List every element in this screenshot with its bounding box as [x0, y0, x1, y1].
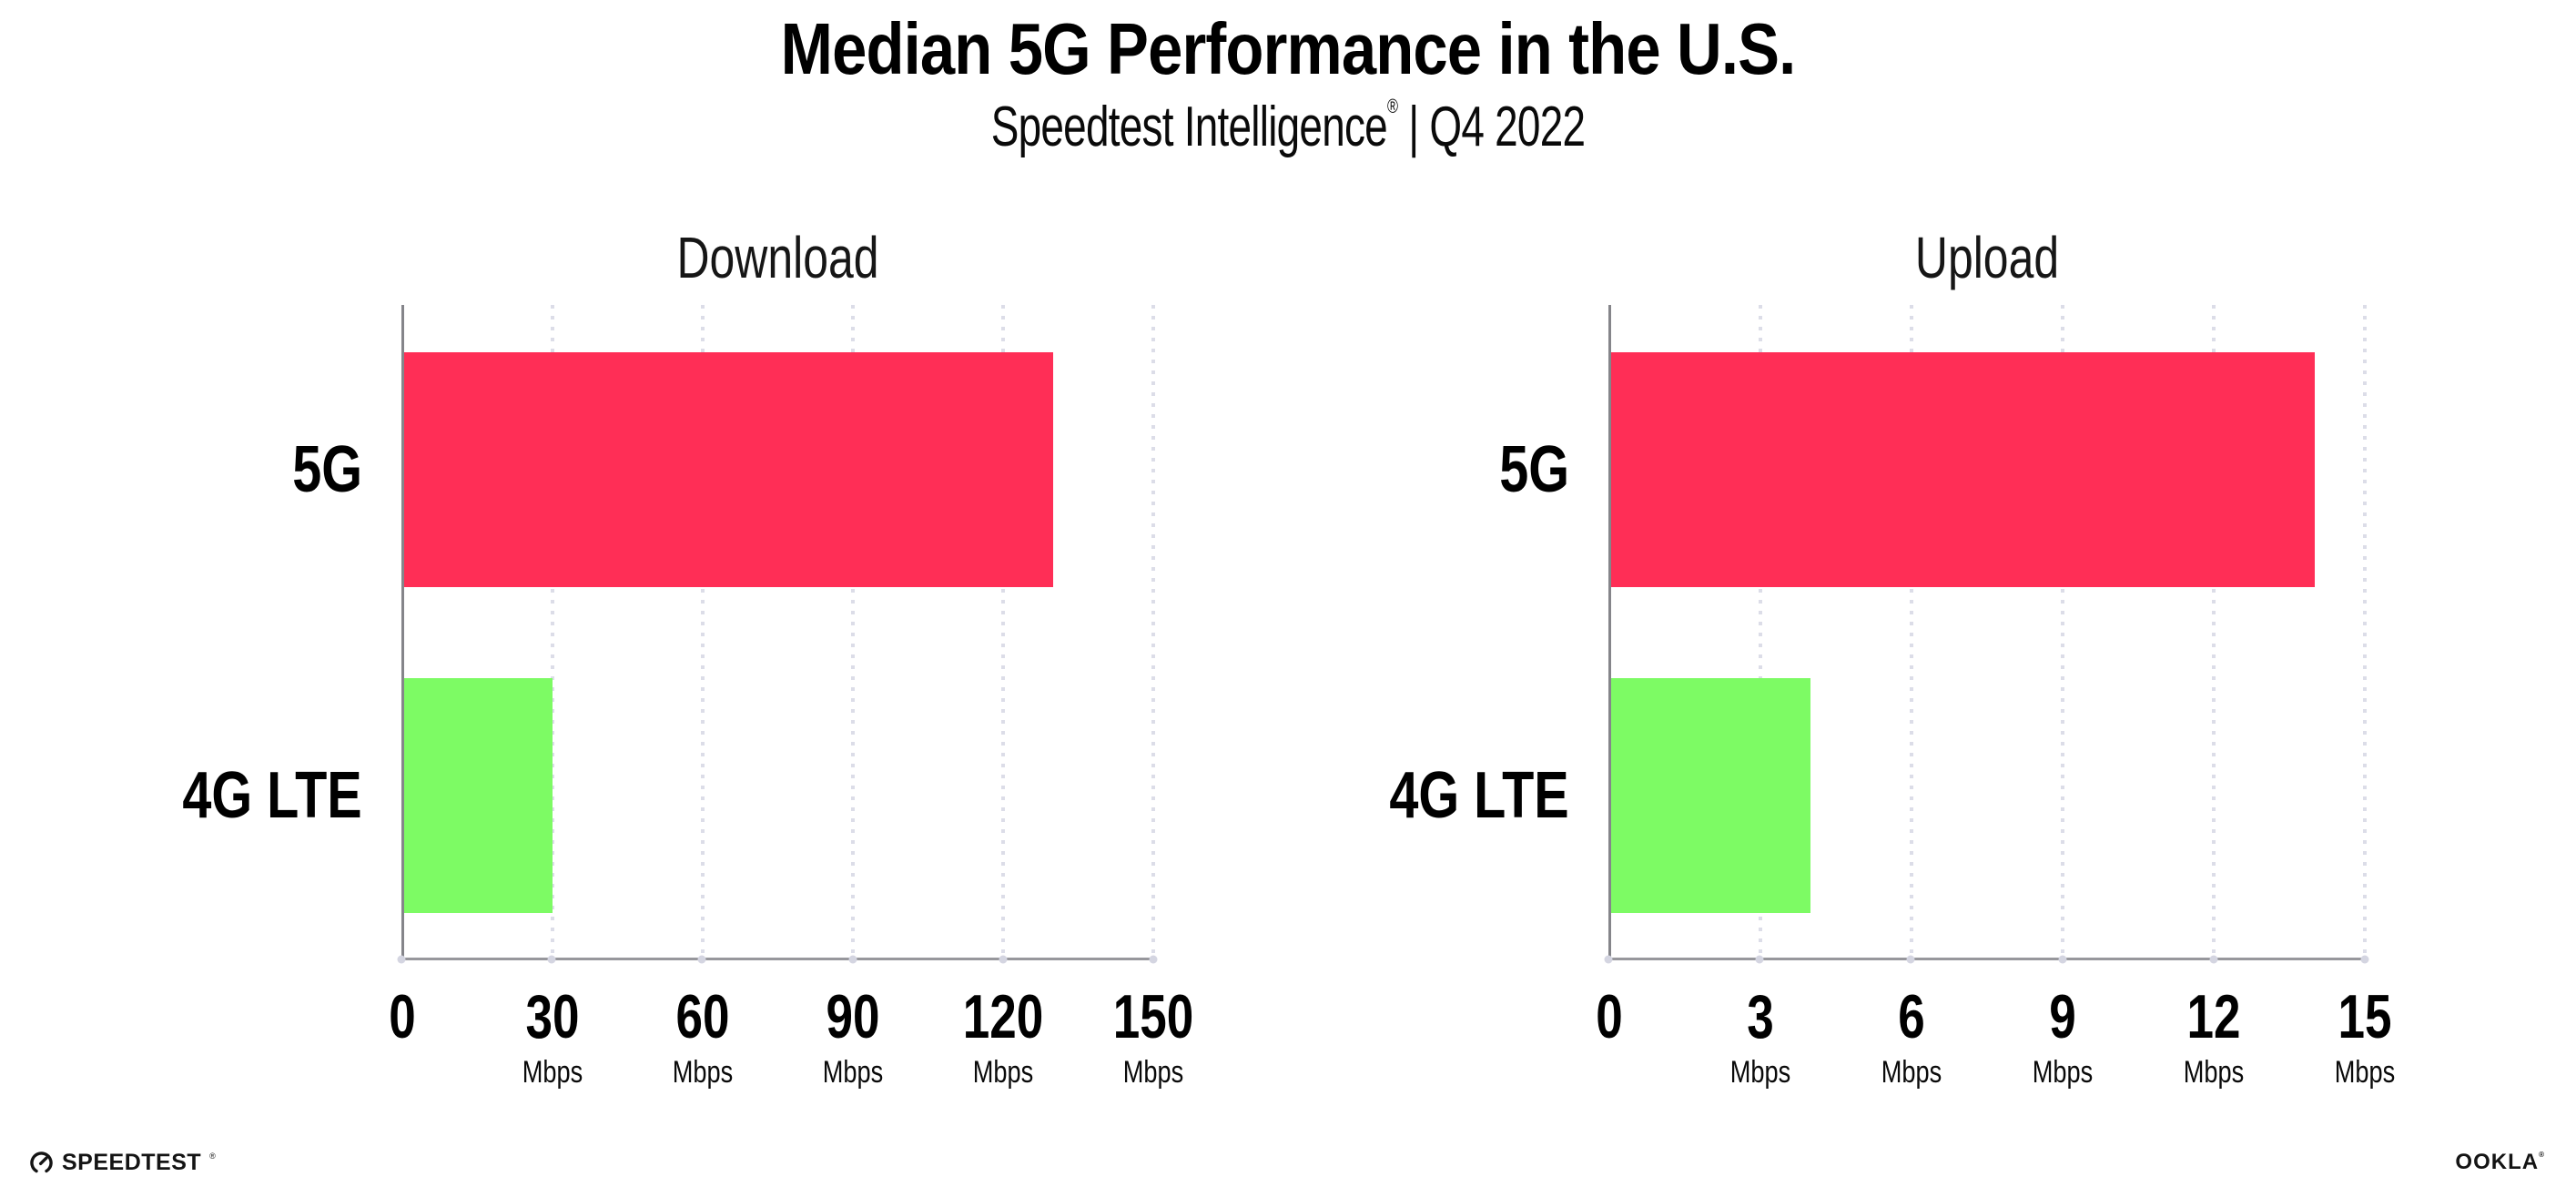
x-tick-90: 90 Mbps: [815, 986, 890, 1088]
registered-mark: ®: [1386, 95, 1398, 117]
x-tick-30: 30 Mbps: [514, 986, 590, 1088]
x-tick-value: 3: [1747, 982, 1774, 1051]
x-tick-value: 0: [1596, 982, 1623, 1051]
x-tick-unit: Mbps: [1729, 1055, 1791, 1090]
category-label-5g: 5G: [1499, 432, 1569, 506]
axis-tick-dot-90: [848, 955, 857, 963]
axis-tick-dot-9: [2058, 955, 2067, 963]
x-tick-value: 30: [525, 982, 580, 1051]
gridline-9: [2061, 305, 2064, 959]
speedtest-wordmark: SPEEDTEST: [62, 1150, 202, 1175]
x-tick-unit: Mbps: [522, 1055, 583, 1090]
axis-tick-dot-15: [2360, 955, 2369, 963]
page-title: Median 5G Performance in the U.S.: [780, 8, 1797, 89]
x-tick-6: 6 Mbps: [1873, 986, 1949, 1088]
x-tick-value: 9: [2049, 982, 2076, 1051]
bar-5g: [402, 351, 1053, 587]
x-tick-120: 120 Mbps: [951, 986, 1054, 1088]
category-label-4g-lte: 4G LTE: [182, 759, 362, 832]
gridline-12: [2212, 305, 2216, 959]
x-axis-line: [1604, 955, 2369, 963]
axis-tick-dot-0: [397, 955, 406, 963]
download-plot-area: 5G 4G LTE 0 30 Mbps 60 Mbps 90 Mbps 120 Mbps 150 Mb…: [183, 305, 1193, 1088]
axis-tick-dot-12: [2209, 955, 2218, 963]
bar-4g-lte: [1609, 677, 1811, 913]
gridline-15: [2363, 305, 2367, 959]
gridline-6: [1910, 305, 1913, 959]
x-axis-line: [397, 955, 1158, 963]
x-tick-15: 15 Mbps: [2327, 986, 2402, 1088]
x-tick-unit: Mbps: [2032, 1055, 2094, 1090]
x-axis-tick-labels: 0 3 Mbps 6 Mbps 9 Mbps 12 Mbps 15 Mbps: [1596, 986, 2395, 1104]
gridline-150: [1151, 305, 1155, 959]
x-tick-unit: Mbps: [1122, 1055, 1184, 1090]
ookla-logo: OOKLA ®: [2455, 1151, 2545, 1173]
y-axis-line: [401, 305, 404, 959]
axis-tick-dot-120: [999, 955, 1008, 963]
x-tick-unit: Mbps: [1881, 1055, 1942, 1090]
chart-title-upload: Upload: [1914, 225, 2060, 290]
axis-tick-dot-30: [547, 955, 556, 963]
gridline-90: [851, 305, 855, 959]
chart-title-download: Download: [676, 225, 879, 290]
x-tick-value: 120: [962, 982, 1044, 1051]
x-tick-150: 150 Mbps: [1101, 986, 1204, 1088]
x-tick-unit: Mbps: [2183, 1055, 2245, 1090]
x-tick-value: 60: [675, 982, 730, 1051]
subtitle-brand: Speedtest Intelligence: [990, 96, 1388, 158]
x-axis-tick-labels: 0 30 Mbps 60 Mbps 90 Mbps 120 Mbps 150 Mbps: [389, 986, 1193, 1104]
x-tick-value: 0: [389, 982, 416, 1051]
axis-tick-dot-60: [697, 955, 706, 963]
x-tick-unit: Mbps: [2334, 1055, 2396, 1090]
x-tick-0: 0: [1592, 986, 1627, 1048]
speedtest-logo: SPEEDTEST ®: [29, 1151, 216, 1175]
category-label-4g-lte: 4G LTE: [1389, 759, 1569, 832]
speedtest-registered-mark: ®: [209, 1151, 216, 1161]
ookla-registered-mark: ®: [2539, 1151, 2545, 1159]
x-tick-unit: Mbps: [972, 1055, 1034, 1090]
axis-tick-dot-3: [1755, 955, 1764, 963]
category-label-5g: 5G: [292, 432, 362, 506]
gridline-120: [1001, 305, 1005, 959]
upload-plot-area: 5G 4G LTE 0 3 Mbps 6 Mbps 9 Mbps 12 Mbps 15 Mbps: [1390, 305, 2395, 1088]
gridline-3: [1759, 305, 1762, 959]
y-axis-line: [1608, 305, 1611, 959]
page-subtitle: Speedtest Intelligence® | Q4 2022: [335, 95, 2241, 159]
x-tick-unit: Mbps: [822, 1055, 884, 1090]
x-tick-unit: Mbps: [672, 1055, 734, 1090]
axis-tick-dot-0: [1604, 955, 1613, 963]
subtitle-period: | Q4 2022: [1397, 96, 1586, 158]
x-tick-60: 60 Mbps: [664, 986, 740, 1088]
gridline-30: [551, 305, 554, 959]
x-tick-0: 0: [385, 986, 420, 1048]
x-tick-value: 90: [826, 982, 880, 1051]
x-tick-value: 12: [2186, 982, 2241, 1051]
speedtest-gauge-icon: [30, 1151, 53, 1174]
x-tick-3: 3 Mbps: [1722, 986, 1798, 1088]
x-tick-value: 15: [2338, 982, 2392, 1051]
x-tick-value: 150: [1112, 982, 1194, 1051]
axis-tick-dot-6: [1906, 955, 1915, 963]
gridline-60: [701, 305, 705, 959]
x-tick-9: 9 Mbps: [2024, 986, 2100, 1088]
axis-tick-dot-150: [1149, 955, 1158, 963]
bar-5g: [1609, 351, 2315, 587]
bar-4g-lte: [402, 677, 553, 913]
x-tick-12: 12 Mbps: [2175, 986, 2251, 1088]
ookla-wordmark: OOKLA: [2455, 1150, 2540, 1174]
x-tick-value: 6: [1898, 982, 1925, 1051]
